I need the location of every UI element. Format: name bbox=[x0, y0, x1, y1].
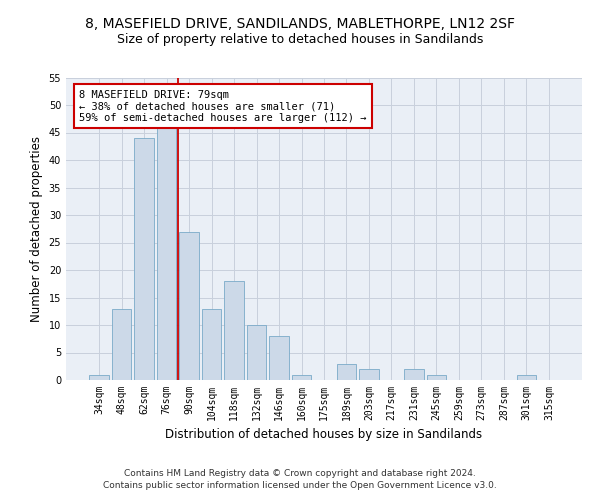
Bar bbox=[337, 364, 356, 380]
Bar bbox=[269, 336, 289, 380]
Text: 8, MASEFIELD DRIVE, SANDILANDS, MABLETHORPE, LN12 2SF: 8, MASEFIELD DRIVE, SANDILANDS, MABLETHO… bbox=[85, 18, 515, 32]
Bar bbox=[404, 369, 424, 380]
Bar bbox=[517, 374, 536, 380]
Text: Contains public sector information licensed under the Open Government Licence v3: Contains public sector information licen… bbox=[103, 481, 497, 490]
Text: Contains HM Land Registry data © Crown copyright and database right 2024.: Contains HM Land Registry data © Crown c… bbox=[124, 468, 476, 477]
Bar bbox=[427, 374, 446, 380]
Bar bbox=[89, 374, 109, 380]
Bar bbox=[202, 308, 221, 380]
Bar bbox=[359, 369, 379, 380]
Bar bbox=[292, 374, 311, 380]
Bar bbox=[179, 232, 199, 380]
X-axis label: Distribution of detached houses by size in Sandilands: Distribution of detached houses by size … bbox=[166, 428, 482, 442]
Bar bbox=[157, 127, 176, 380]
Text: Size of property relative to detached houses in Sandilands: Size of property relative to detached ho… bbox=[117, 32, 483, 46]
Bar bbox=[247, 325, 266, 380]
Y-axis label: Number of detached properties: Number of detached properties bbox=[30, 136, 43, 322]
Bar bbox=[112, 308, 131, 380]
Bar bbox=[134, 138, 154, 380]
Bar bbox=[224, 281, 244, 380]
Text: 8 MASEFIELD DRIVE: 79sqm
← 38% of detached houses are smaller (71)
59% of semi-d: 8 MASEFIELD DRIVE: 79sqm ← 38% of detach… bbox=[79, 90, 367, 123]
